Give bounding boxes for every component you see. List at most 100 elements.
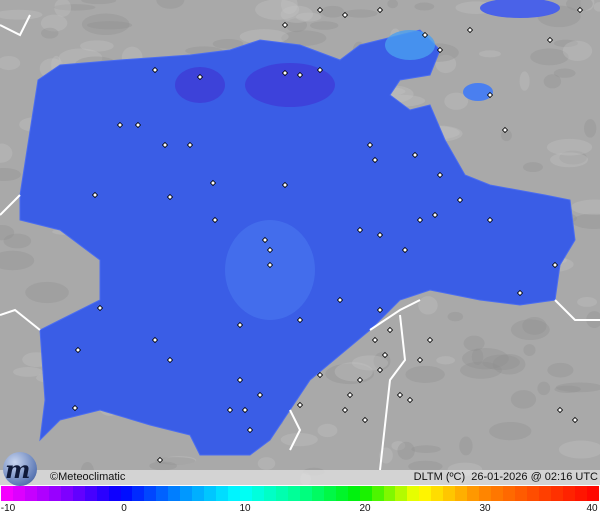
relief-shade [156, 0, 185, 9]
station-marker [261, 236, 269, 244]
scale-cell [84, 486, 97, 501]
station-marker [316, 371, 324, 379]
station-marker [406, 396, 414, 404]
relief-shade [317, 423, 338, 438]
footer-bar [0, 470, 600, 485]
station-marker [456, 196, 464, 204]
relief-shade [459, 436, 473, 456]
station-marker [416, 216, 424, 224]
scale-cell [228, 486, 241, 501]
scale-cell [514, 486, 527, 501]
scale-cell [371, 486, 384, 501]
station-marker [151, 336, 159, 344]
relief-shade [54, 0, 72, 17]
relief-shade [0, 143, 13, 163]
scale-cell [574, 486, 587, 501]
station-marker [74, 346, 82, 354]
station-marker [366, 141, 374, 149]
relief-shade [80, 40, 114, 52]
scale-cell [335, 486, 348, 501]
relief-shade [0, 167, 21, 182]
meteoclimatic-logo: m [3, 452, 37, 486]
relief-shade [408, 460, 443, 473]
relief-shade [397, 441, 415, 460]
station-marker [551, 261, 559, 269]
scale-cell [48, 486, 61, 501]
relief-shade [519, 71, 530, 91]
relief-shade [436, 356, 455, 365]
scale-cell [586, 486, 599, 501]
station-marker [416, 356, 424, 364]
station-marker [236, 376, 244, 384]
scale-cell [419, 486, 432, 501]
relief-shade [162, 456, 197, 465]
relief-shade [522, 316, 547, 335]
station-marker [186, 141, 194, 149]
relief-shade [471, 348, 484, 365]
relief-shade [280, 0, 298, 15]
relief-shade [239, 29, 289, 45]
relief-shade [463, 335, 485, 351]
relief-shade [554, 385, 581, 393]
relief-shade [537, 381, 551, 396]
scale-cell [347, 486, 360, 501]
station-marker [386, 326, 394, 334]
station-marker [266, 246, 274, 254]
scale-tick: 10 [239, 503, 251, 514]
scale-cell [252, 486, 264, 501]
relief-shade [334, 362, 373, 382]
relief-shade [546, 138, 593, 156]
relief-shade [435, 54, 457, 74]
scale-cell [72, 486, 85, 501]
scale-cell [526, 486, 539, 501]
scale-cell [12, 486, 25, 501]
warm-zone [385, 30, 435, 60]
scale-cell [60, 486, 73, 501]
warm-zone [225, 220, 315, 320]
scale-cell [467, 486, 480, 501]
relief-shade [510, 319, 550, 341]
station-marker [421, 31, 429, 39]
scale-cell [287, 486, 300, 501]
station-marker [151, 66, 159, 74]
station-marker [281, 21, 289, 29]
station-marker [466, 26, 474, 34]
relief-shade [510, 390, 537, 409]
scale-cell [36, 486, 49, 501]
station-marker [134, 121, 142, 129]
station-marker [376, 6, 384, 14]
station-marker [516, 289, 524, 297]
station-marker [266, 261, 274, 269]
scale-cell [359, 486, 372, 501]
station-marker [436, 46, 444, 54]
relief-shade [570, 199, 600, 215]
station-marker [91, 191, 99, 199]
scale-tick: 40 [586, 503, 598, 514]
relief-shade [482, 354, 520, 371]
relief-shade [280, 432, 318, 447]
relief-shade [53, 4, 96, 11]
relief-shade [530, 48, 569, 66]
station-marker [226, 406, 234, 414]
relief-shade [255, 0, 300, 20]
station-marker [431, 211, 439, 219]
relief-shade [478, 50, 501, 58]
station-marker [211, 216, 219, 224]
relief-shade [387, 0, 399, 9]
relief-shade [411, 445, 441, 453]
relief-shade [321, 5, 345, 18]
relief-shade [593, 2, 600, 12]
scale-cell [216, 486, 229, 501]
relief-shade [155, 457, 196, 465]
scale-cell [311, 486, 324, 501]
station-marker [361, 416, 369, 424]
relief-shade [257, 457, 276, 470]
relief-shade [460, 361, 502, 379]
station-marker [196, 73, 204, 81]
scale-cell [180, 486, 193, 501]
scale-cell [275, 486, 288, 501]
station-marker [236, 321, 244, 329]
station-marker [341, 11, 349, 19]
scale-cell [407, 486, 420, 501]
relief-shade [285, 18, 308, 33]
